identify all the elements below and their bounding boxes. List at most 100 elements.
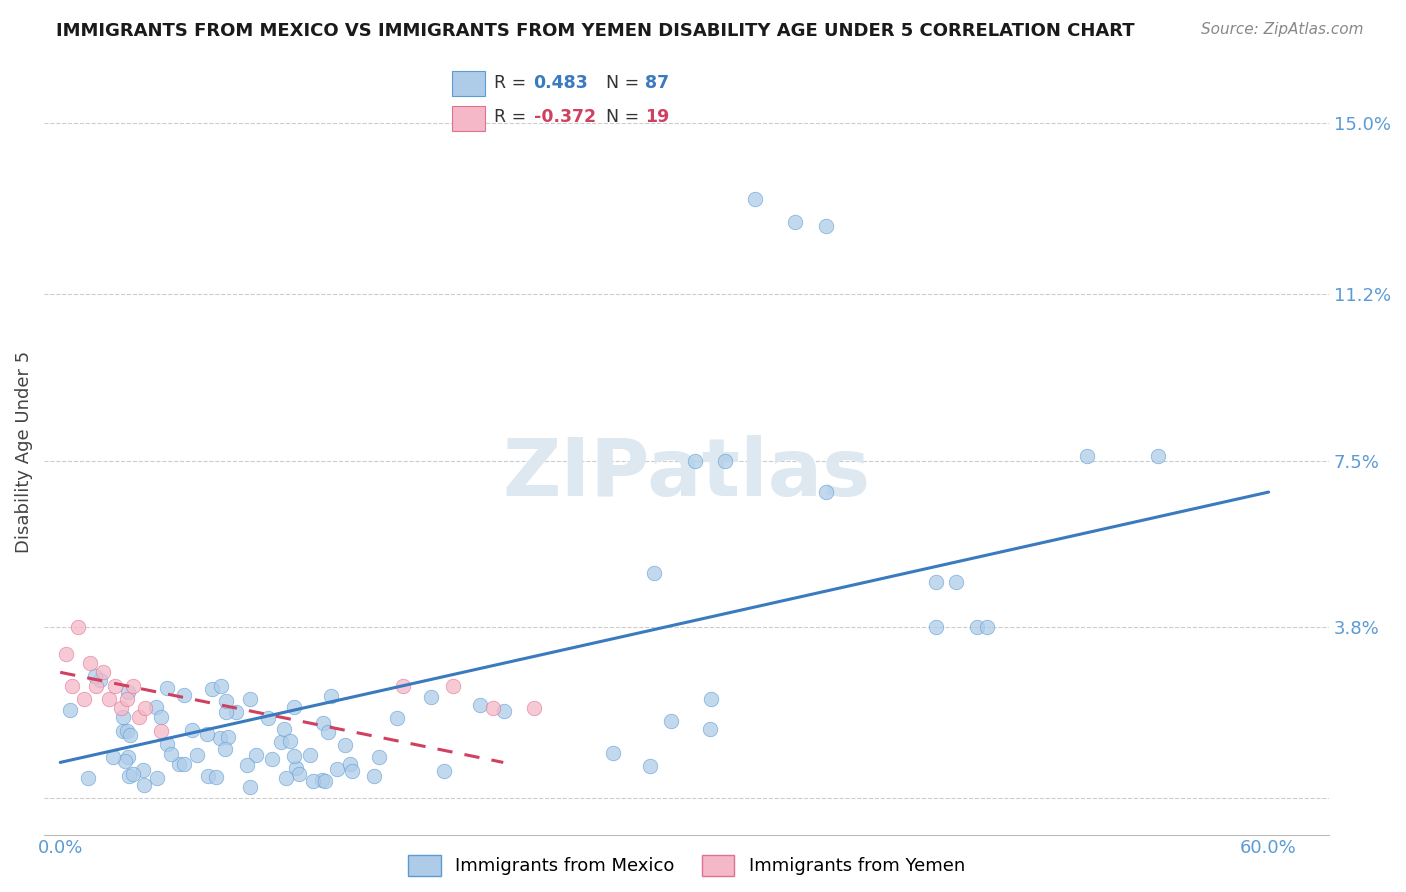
Point [155, 737, 177, 751]
Text: N =: N = [606, 74, 645, 92]
Point [1076, 449, 1098, 463]
Point [925, 620, 948, 634]
Point [318, 725, 340, 739]
Point [298, 748, 321, 763]
Point [385, 710, 408, 724]
Point [83, 669, 105, 683]
Point [208, 731, 231, 745]
Point [60, 679, 83, 693]
Point [121, 767, 143, 781]
Point [925, 575, 948, 590]
Point [149, 723, 172, 738]
Point [91, 665, 114, 680]
Point [214, 742, 236, 756]
Point [638, 759, 661, 773]
Point [419, 690, 441, 704]
Point [288, 766, 311, 780]
Point [659, 714, 682, 728]
Point [966, 620, 988, 634]
Point [215, 694, 238, 708]
Point [67, 620, 90, 634]
Point [186, 747, 208, 762]
Point [321, 689, 343, 703]
Point [104, 679, 127, 693]
Point [59, 703, 82, 717]
Point [945, 575, 967, 590]
Point [117, 724, 139, 739]
Point [283, 700, 305, 714]
Point [167, 756, 190, 771]
Point [173, 688, 195, 702]
Point [145, 699, 167, 714]
Point [112, 723, 135, 738]
Point [340, 764, 363, 778]
Text: IMMIGRANTS FROM MEXICO VS IMMIGRANTS FROM YEMEN DISABILITY AGE UNDER 5 CORRELATI: IMMIGRANTS FROM MEXICO VS IMMIGRANTS FRO… [56, 22, 1135, 40]
Point [744, 192, 766, 206]
Point [1146, 449, 1168, 463]
Bar [451, 70, 485, 95]
Text: 19: 19 [645, 109, 669, 127]
Text: -0.372: -0.372 [534, 109, 596, 127]
Point [433, 764, 456, 778]
Y-axis label: Disability Age Under 5: Disability Age Under 5 [15, 351, 32, 553]
Point [339, 756, 361, 771]
Point [314, 774, 336, 789]
Point [128, 710, 150, 724]
Point [149, 710, 172, 724]
Point [326, 762, 349, 776]
Point [270, 735, 292, 749]
Point [103, 749, 125, 764]
Point [173, 757, 195, 772]
Point [714, 453, 737, 467]
Point [700, 692, 723, 706]
Text: Source: ZipAtlas.com: Source: ZipAtlas.com [1201, 22, 1364, 37]
Point [302, 774, 325, 789]
Point [441, 679, 464, 693]
Point [245, 748, 267, 763]
Point [97, 692, 120, 706]
Point [239, 780, 262, 794]
Bar [451, 105, 485, 130]
Point [492, 704, 515, 718]
Point [470, 698, 492, 712]
Point [699, 722, 721, 736]
Point [55, 647, 77, 661]
Point [257, 711, 280, 725]
Point [180, 723, 202, 738]
Point [363, 769, 385, 783]
Point [115, 692, 138, 706]
Point [160, 747, 183, 761]
Point [132, 764, 155, 778]
Point [482, 701, 505, 715]
Point [683, 453, 706, 467]
Point [643, 566, 665, 581]
Point [225, 705, 247, 719]
Point [285, 761, 308, 775]
Point [602, 746, 624, 760]
Point [77, 771, 100, 785]
Point [522, 701, 544, 715]
Point [814, 219, 837, 234]
Point [118, 728, 141, 742]
Point [132, 778, 155, 792]
Point [239, 692, 262, 706]
Point [235, 758, 257, 772]
Point [114, 755, 136, 769]
Point [976, 620, 998, 634]
Legend: Immigrants from Mexico, Immigrants from Yemen: Immigrants from Mexico, Immigrants from … [401, 847, 972, 883]
Text: R =: R = [495, 74, 531, 92]
Point [311, 772, 333, 787]
Point [79, 657, 101, 671]
Point [156, 681, 179, 696]
Point [273, 723, 295, 737]
Point [112, 710, 135, 724]
Point [86, 679, 108, 693]
Point [368, 750, 391, 764]
Point [278, 734, 301, 748]
Point [311, 715, 333, 730]
Point [283, 749, 305, 764]
Point [73, 692, 96, 706]
Point [391, 679, 413, 693]
Point [117, 768, 139, 782]
Point [333, 738, 356, 752]
